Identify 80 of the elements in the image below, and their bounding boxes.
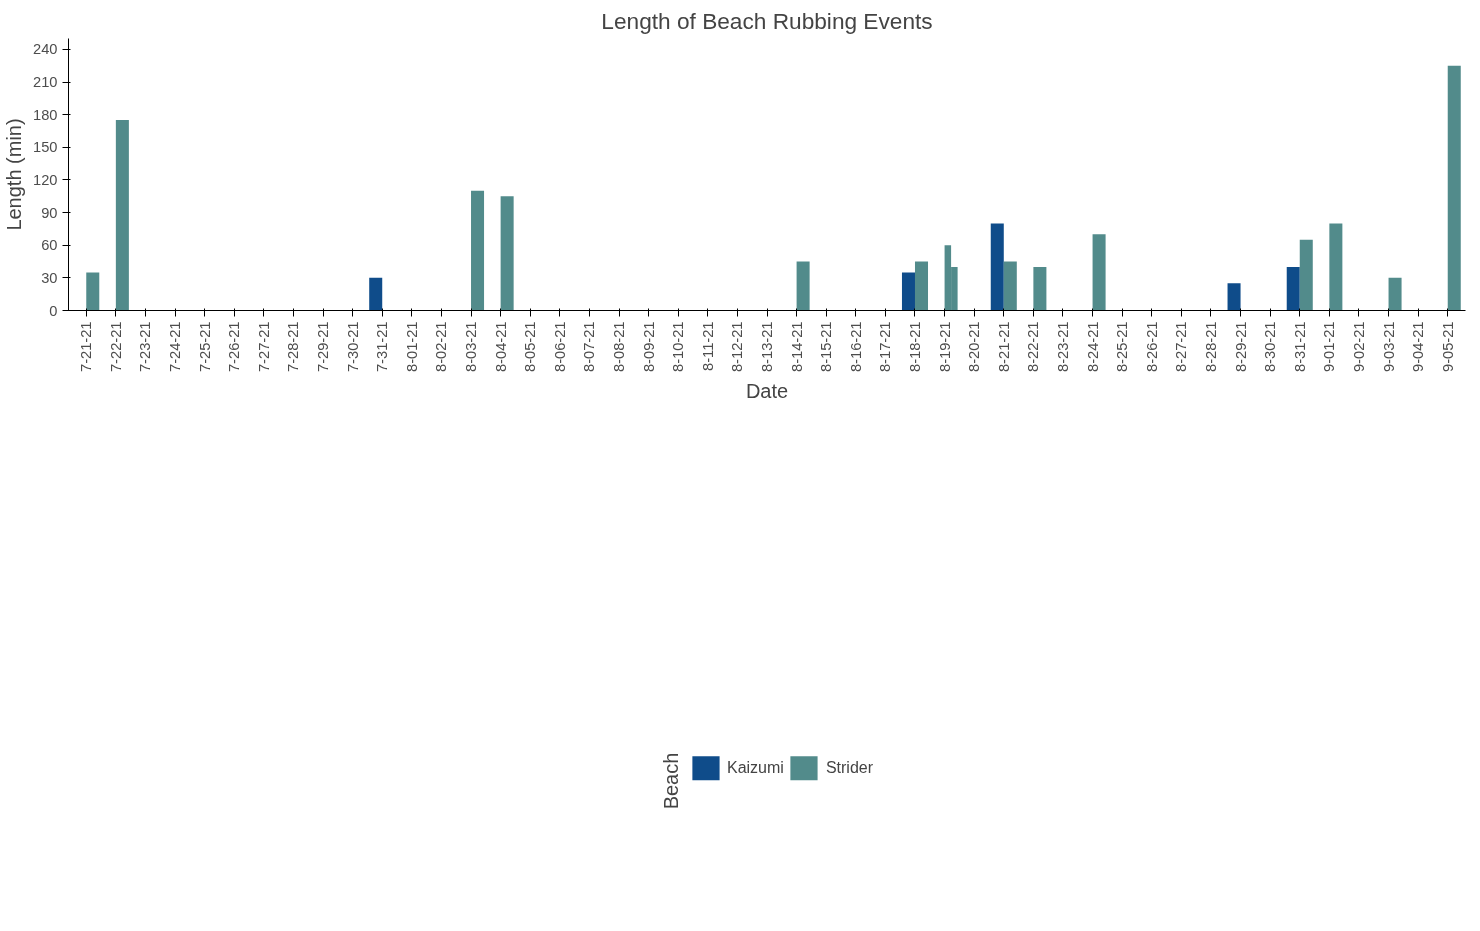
bar (115, 120, 129, 311)
x-tick-label: 7-30-21 (344, 321, 361, 373)
bar (796, 261, 810, 311)
bar (1092, 234, 1106, 311)
x-tick-label: 7-27-21 (255, 321, 272, 373)
x-tick-label: 7-26-21 (226, 321, 243, 373)
x-tick-label: 7-21-21 (78, 321, 95, 373)
x-tick-label: 8-04-21 (492, 321, 509, 373)
bar (1299, 239, 1313, 311)
x-tick-label: 7-24-21 (167, 321, 184, 373)
x-tick-label: 9-03-21 (1380, 321, 1397, 373)
x-tick-label: 8-15-21 (818, 321, 835, 373)
x-tick-label: 7-28-21 (285, 321, 302, 373)
legend-label: Kaizumi (726, 758, 784, 777)
bar (1033, 266, 1047, 311)
bar (914, 261, 929, 311)
y-tick-label: 240 (33, 41, 58, 58)
x-tick-label: 8-29-21 (1232, 321, 1249, 373)
bar (1286, 266, 1300, 311)
bar (901, 272, 915, 311)
x-tick-label: 7-25-21 (196, 321, 213, 373)
x-axis-title: Date (745, 380, 789, 403)
bar (1447, 65, 1461, 311)
x-tick-label: 8-14-21 (788, 321, 805, 373)
y-tick-label: 60 (41, 237, 58, 254)
x-tick-label: 9-01-21 (1321, 321, 1338, 373)
bar (86, 272, 100, 311)
x-tick-label: 8-17-21 (877, 321, 894, 373)
bar (1329, 223, 1343, 311)
y-tick-label: 30 (41, 269, 58, 286)
x-tick-label: 7-23-21 (137, 321, 154, 373)
x-tick-label: 8-01-21 (403, 321, 420, 373)
x-tick-label: 8-09-21 (640, 321, 657, 373)
y-axis-title: Length (min) (3, 118, 26, 231)
bar (500, 196, 514, 311)
x-tick-label: 7-31-21 (374, 321, 391, 373)
x-tick-label: 8-03-21 (463, 321, 480, 373)
x-tick-label: 8-21-21 (995, 321, 1012, 373)
bar (369, 277, 383, 311)
legend-label: Strider (825, 758, 874, 777)
x-tick-label: 8-08-21 (611, 321, 628, 373)
y-tick-label: 120 (33, 171, 58, 188)
x-tick-label: 7-29-21 (315, 321, 332, 373)
x-tick-label: 8-28-21 (1202, 321, 1219, 373)
x-tick-label: 8-24-21 (1084, 321, 1101, 373)
bar (990, 223, 1004, 311)
x-tick-label: 9-04-21 (1410, 321, 1427, 373)
x-tick-label: 8-26-21 (1143, 321, 1160, 373)
x-tick-label: 8-10-21 (670, 321, 687, 373)
x-tick-label: 8-02-21 (433, 321, 450, 373)
y-tick-label: 180 (33, 106, 58, 123)
x-tick-label: 8-07-21 (581, 321, 598, 373)
bar (1388, 277, 1402, 311)
x-tick-label: 8-27-21 (1173, 321, 1190, 373)
x-tick-label: 8-11-21 (699, 321, 716, 371)
x-tick-label: 8-20-21 (966, 321, 983, 373)
bar (471, 190, 485, 311)
x-tick-label: 8-30-21 (1262, 321, 1279, 373)
x-tick-label: 8-19-21 (936, 321, 953, 373)
x-tick-label: 8-05-21 (522, 321, 539, 373)
x-tick-label: 8-12-21 (729, 321, 746, 373)
x-tick-label: 8-16-21 (847, 321, 864, 373)
x-tick-label: 8-31-21 (1291, 321, 1308, 373)
y-tick-label: 90 (41, 204, 58, 221)
x-tick-label: 8-18-21 (906, 321, 923, 373)
bar (1227, 283, 1241, 311)
y-tick-label: 0 (49, 302, 58, 319)
x-tick-label: 9-02-21 (1350, 321, 1367, 373)
chart-title: Length of Beach Rubbing Events (601, 7, 933, 34)
x-tick-label: 7-22-21 (107, 321, 124, 373)
bar (1003, 261, 1017, 311)
legend-title: Beach (659, 752, 683, 810)
x-tick-label: 8-06-21 (551, 321, 568, 373)
x-tick-label: 8-13-21 (759, 321, 775, 373)
x-tick-label: 8-23-21 (1054, 321, 1071, 373)
x-tick-label: 9-05-21 (1439, 321, 1456, 373)
y-tick-label: 210 (33, 74, 58, 91)
x-tick-label: 8-22-21 (1025, 321, 1042, 373)
x-tick-label: 8-25-21 (1114, 321, 1131, 373)
y-tick-label: 150 (33, 139, 58, 156)
